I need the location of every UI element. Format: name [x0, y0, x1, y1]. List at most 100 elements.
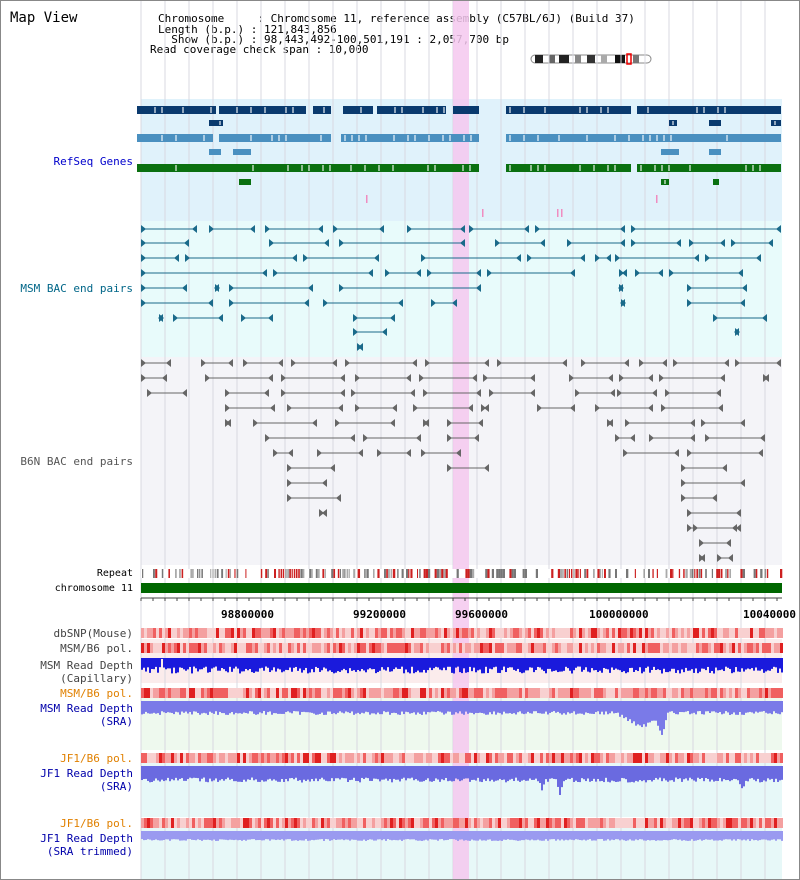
dbsnp-cell	[687, 628, 690, 638]
jf1-b6-pol-cell	[426, 753, 429, 763]
msm-sra-depth-bar	[439, 701, 441, 712]
msm-sra-depth-bar	[377, 701, 379, 713]
msm-cap-depth-bar	[315, 658, 317, 667]
msm-b6-pol-cell	[492, 643, 495, 653]
msm-b6-pol-sra-cell	[651, 688, 654, 698]
jf1-b6-pol-sra-label[interactable]: JF1/B6 pol.	[60, 752, 133, 765]
b6n-bac-pair-end	[735, 359, 740, 367]
b6n-bac-pair-end	[182, 389, 187, 397]
jf1-b6-pol-trim-cell	[558, 818, 561, 828]
jf1-b6-pol-trim-cell	[357, 818, 360, 828]
jf1-b6-pol-trimmed-label[interactable]: JF1/B6 pol.	[60, 817, 133, 830]
msm-sra-depth-bar	[535, 701, 537, 712]
msm-cap-depth-bar	[367, 658, 369, 670]
repeat-element	[265, 569, 268, 578]
repeat-element	[384, 569, 386, 578]
jf1-b6-pol-cell	[300, 753, 303, 763]
dbsnp-cell	[147, 628, 150, 638]
msm-cap-depth-bar	[659, 658, 661, 671]
msm-cap-depth-bar	[199, 658, 201, 670]
msm-read-depth-sra-label[interactable]: MSM Read Depth (SRA)	[40, 702, 133, 728]
msm-b6-pol-cell	[576, 643, 579, 653]
jf1-trim-depth-bar	[529, 831, 531, 841]
dbsnp-cell	[747, 628, 750, 638]
msm-read-depth-capillary-label[interactable]: MSM Read Depth (Capillary)	[40, 659, 133, 685]
msm-cap-depth-bar	[595, 658, 597, 671]
repeat-element	[522, 569, 525, 578]
msm-cap-depth-bar	[691, 658, 693, 670]
jf1-b6-pol-cell	[354, 753, 357, 763]
gene-exon-mark	[264, 107, 266, 113]
jf1-sra-depth-bar	[515, 766, 517, 778]
msm-cap-depth-bar	[415, 658, 417, 673]
b6n-bac-end-pairs-label[interactable]: B6N BAC end pairs	[20, 455, 133, 468]
refseq-gene	[219, 134, 331, 142]
dbsnp-cell	[519, 628, 522, 638]
msm-b6-pol-capillary-label[interactable]: MSM/B6 pol.	[60, 642, 133, 655]
msm-b6-pol-sra-cell	[561, 688, 564, 698]
msm-cap-depth-bar	[193, 658, 195, 667]
jf1-trim-depth-bar	[273, 831, 275, 840]
dbsnp-cell	[492, 628, 495, 638]
msm-sra-depth-bar	[737, 701, 739, 715]
jf1-trim-depth-bar	[365, 831, 367, 841]
b6n-bac-pair-end	[468, 404, 473, 412]
msm-b6-pol-cell	[549, 643, 552, 653]
jf1-b6-pol-cell	[603, 753, 606, 763]
msm-b6-pol-cell	[426, 643, 429, 653]
gene-exon-mark	[670, 135, 672, 141]
msm-cap-depth-bar	[581, 658, 583, 672]
jf1-sra-depth-bar	[479, 766, 481, 782]
msm-b6-pol-sra-cell	[357, 688, 360, 698]
msm-sra-depth-bar	[235, 701, 237, 713]
msm-cap-depth-bar	[601, 658, 603, 673]
msm-cap-depth-bar	[751, 658, 753, 669]
b6n-bac-pair-end	[608, 374, 613, 382]
jf1-trim-depth-bar	[483, 831, 485, 841]
msm-cap-depth-bar	[247, 658, 249, 671]
dbsnp-label[interactable]: dbSNP(Mouse)	[53, 627, 133, 640]
repeat-element	[615, 569, 617, 578]
jf1-trim-depth-bar	[761, 831, 763, 840]
msm-b6-pol-sra-cell	[519, 688, 522, 698]
jf1-read-depth-trimmed-label[interactable]: JF1 Read Depth (SRA trimmed)	[40, 832, 133, 858]
msm-cap-depth-bar	[667, 658, 669, 673]
msm-sra-depth-bar	[449, 701, 451, 712]
msm-b6-pol-cell	[543, 643, 546, 653]
b6n-bac-pair-end	[406, 374, 411, 382]
msm-bac-end-pairs-label[interactable]: MSM BAC end pairs	[20, 282, 133, 295]
msm-b6-pol-sra-cell	[591, 688, 594, 698]
msm-sra-depth-bar	[285, 701, 287, 713]
jf1-sra-depth-bar	[333, 766, 335, 782]
jf1-sra-depth-bar	[325, 766, 327, 781]
msm-b6-pol-cell	[597, 643, 600, 653]
msm-b6-pol-sra-label[interactable]: MSM/B6 pol.	[60, 687, 133, 700]
msm-sra-depth-bar	[225, 701, 227, 715]
b6n-bac-pair-end	[147, 389, 152, 397]
dbsnp-cell	[483, 628, 486, 638]
dbsnp-cell	[345, 628, 348, 638]
jf1-trim-depth-bar	[665, 831, 667, 841]
msm-bac-pair-end	[631, 225, 636, 233]
msm-b6-pol-sra-cell	[291, 688, 294, 698]
jf1-sra-depth-bar	[591, 766, 593, 782]
repeat-element	[456, 569, 459, 578]
jf1-b6-pol-trim-cell	[540, 818, 543, 828]
dbsnp-cell	[381, 628, 384, 638]
repeat-element	[417, 569, 419, 578]
jf1-trim-depth-bar	[429, 831, 431, 840]
msm-sra-depth-bar	[555, 701, 557, 713]
jf1-sra-depth-bar	[349, 766, 351, 781]
msm-sra-depth-bar	[161, 701, 163, 712]
msm-b6-pol-cell	[495, 643, 498, 653]
refseq-genes-label[interactable]: RefSeq Genes	[53, 155, 133, 168]
jf1-read-depth-sra-label[interactable]: JF1 Read Depth (SRA)	[40, 767, 133, 793]
msm-cap-depth-bar	[239, 658, 241, 674]
refseq-gene	[313, 106, 331, 114]
repeat-element	[190, 569, 193, 578]
repeat-element	[560, 569, 563, 578]
jf1-b6-pol-cell	[252, 753, 255, 763]
msm-b6-pol-sra-cell	[624, 688, 627, 698]
